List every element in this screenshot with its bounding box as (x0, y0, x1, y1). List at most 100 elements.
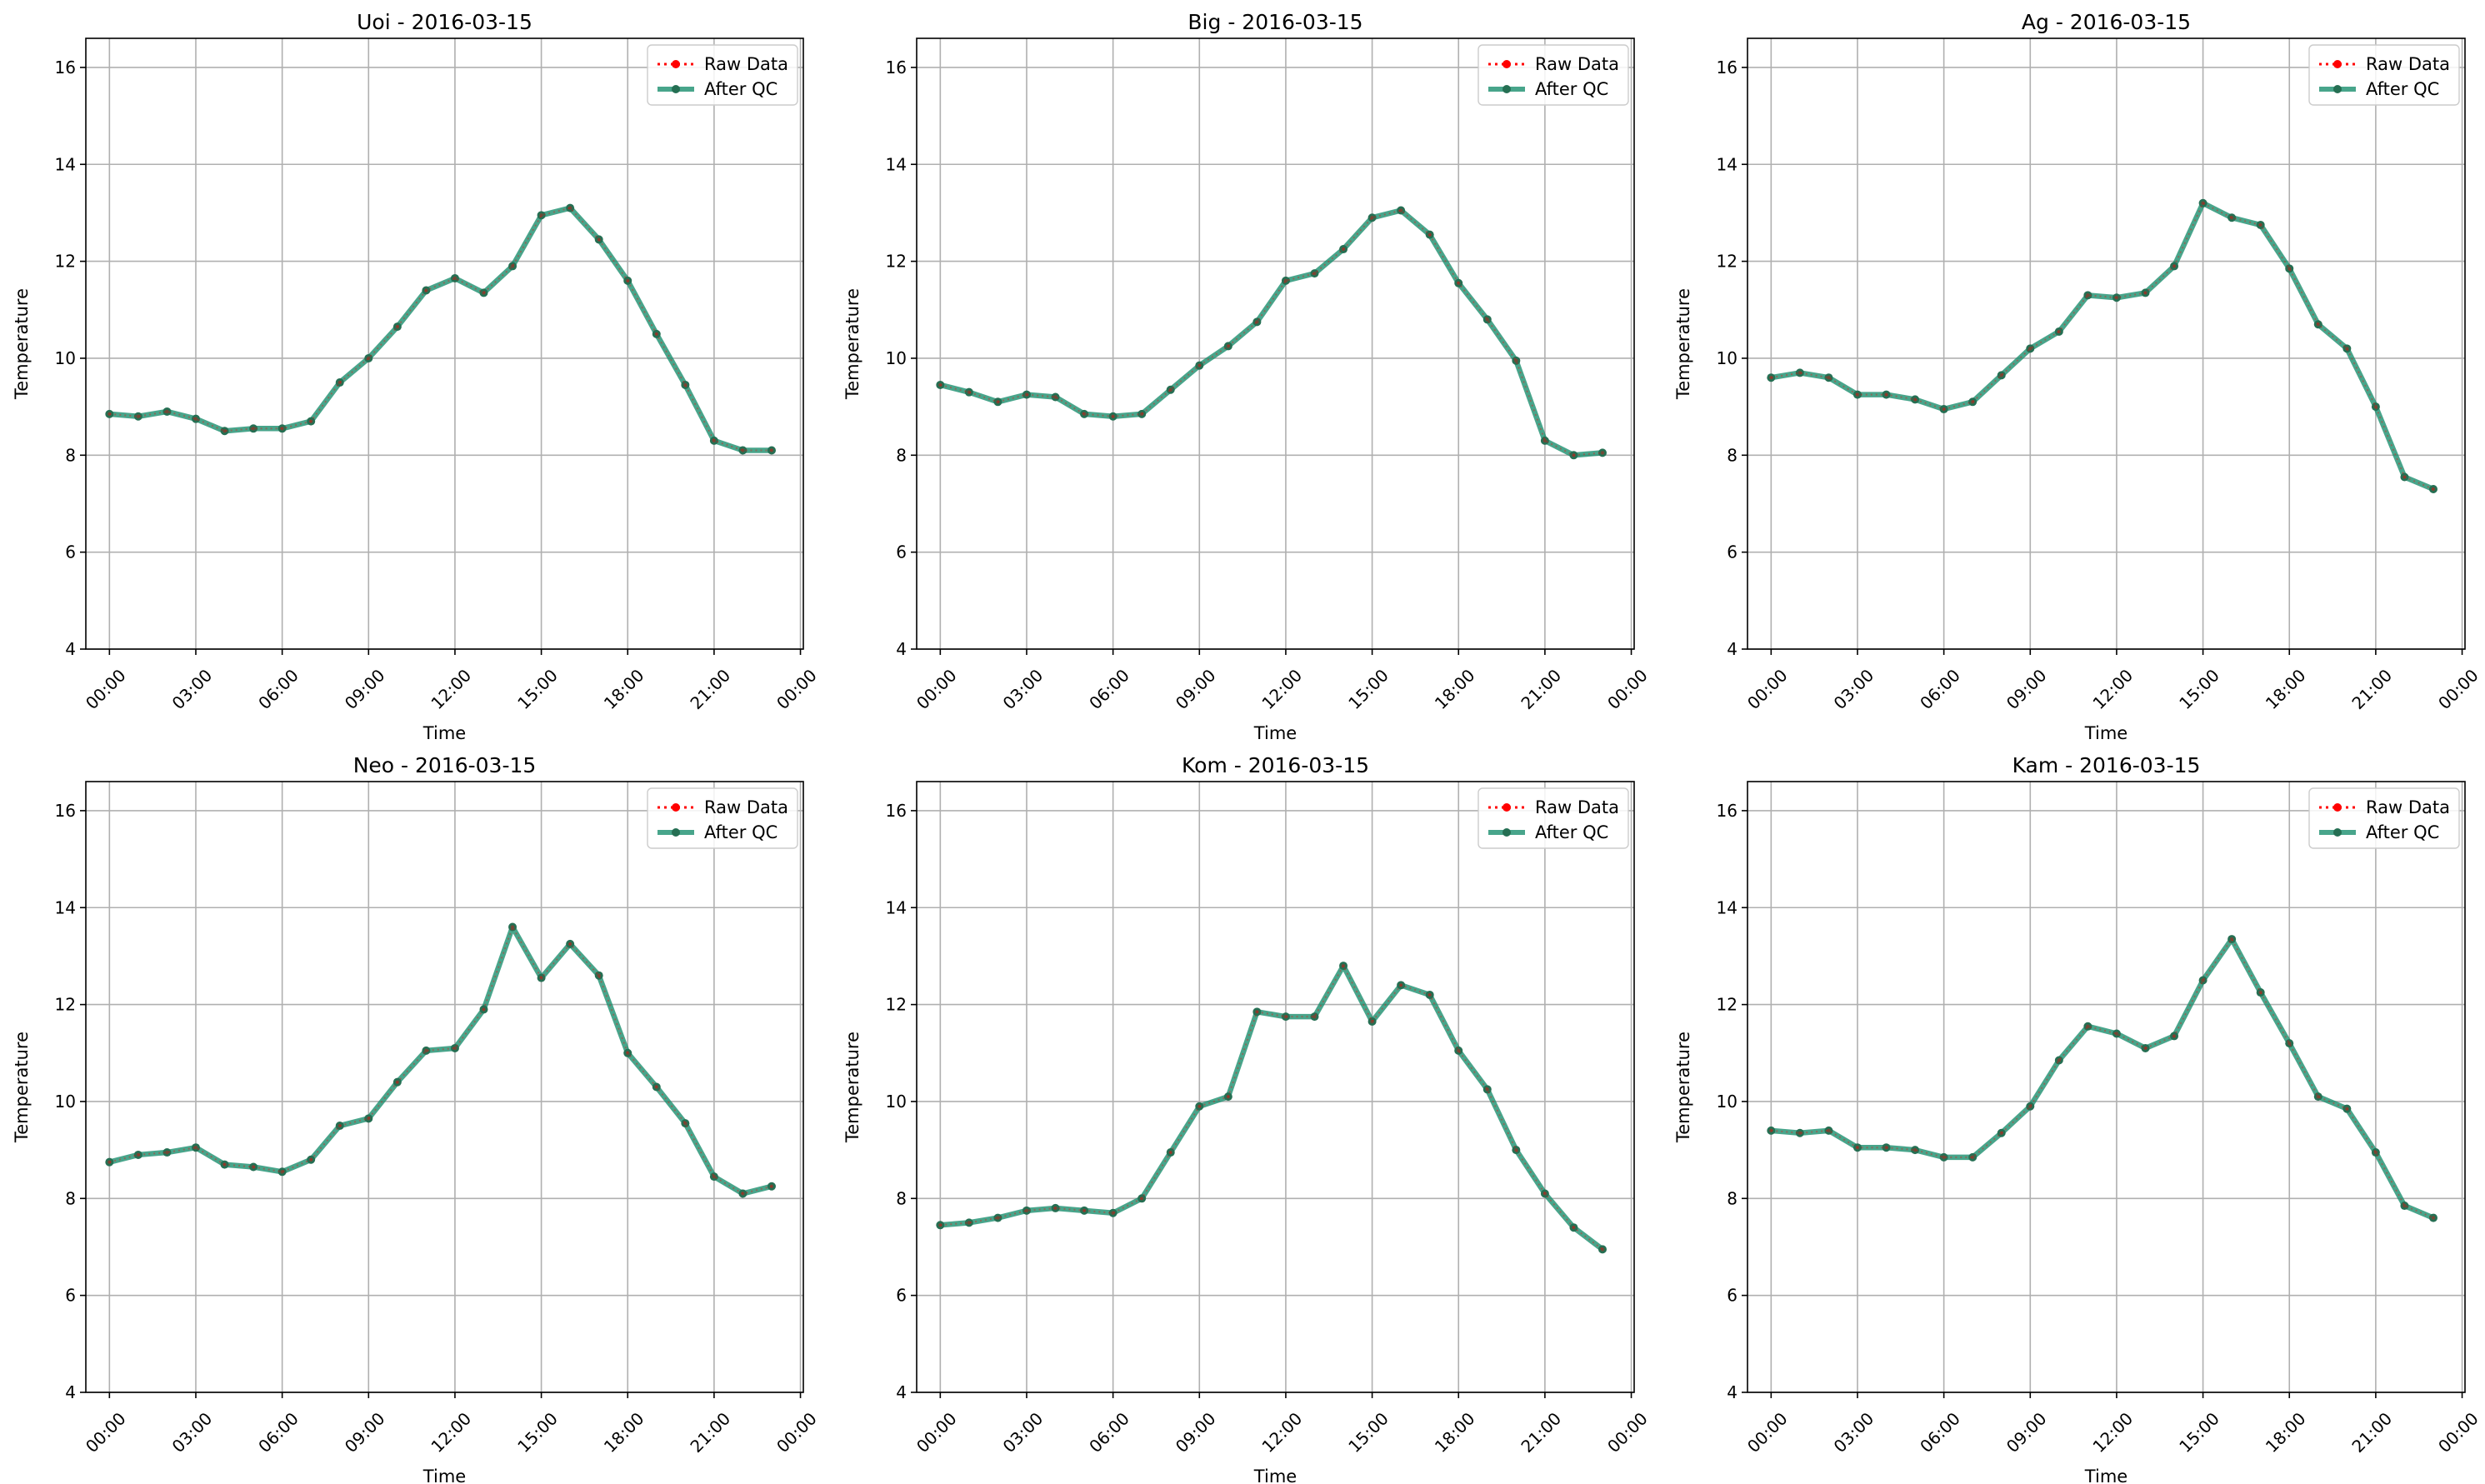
data-point-after-qc (936, 1221, 945, 1230)
data-point-raw-data (2086, 293, 2090, 297)
data-point-after-qc (1397, 981, 1406, 990)
data-point-raw-data (193, 417, 198, 421)
data-point-after-qc (2198, 198, 2208, 207)
y-tick-label: 8 (896, 445, 907, 465)
legend-marker-after-qc (672, 828, 680, 837)
data-point-raw-data (1139, 1197, 1144, 1201)
plot-frame (85, 781, 804, 1393)
y-tick-label: 12 (55, 995, 76, 1015)
data-point-after-qc (2313, 320, 2322, 329)
data-point-after-qc (2342, 344, 2352, 353)
data-point-after-qc (1454, 1046, 1463, 1055)
data-point-raw-data (1312, 271, 1317, 276)
y-tick-label: 10 (886, 348, 907, 368)
data-point-after-qc (1852, 1143, 1862, 1152)
plot-frame (916, 781, 1635, 1393)
series-line-after-qc (107, 205, 775, 453)
x-tick-label: 21:00 (2348, 1408, 2396, 1457)
data-point-raw-data (1053, 1206, 1058, 1211)
data-point-raw-data (1572, 453, 1576, 457)
legend: Raw Data After QC (2308, 787, 2460, 849)
legend: Raw Data After QC (2308, 44, 2460, 106)
data-point-raw-data (597, 237, 601, 242)
data-point-raw-data (2345, 1107, 2349, 1111)
x-tick-label: 09:00 (1172, 1408, 1220, 1457)
data-point-after-qc (1368, 1017, 1377, 1026)
data-point-after-qc (1138, 409, 1147, 418)
data-point-after-qc (1195, 361, 1204, 370)
y-tick-label: 10 (55, 1092, 76, 1112)
grid (86, 38, 803, 650)
data-point-after-qc (2400, 472, 2409, 482)
y-tick-label: 16 (55, 801, 76, 821)
data-point-after-qc (220, 1160, 229, 1169)
y-tick-label: 6 (1727, 542, 1738, 562)
data-point-after-qc (1425, 990, 1434, 999)
series-line-after-qc (938, 962, 1606, 1252)
data-point-raw-data (308, 419, 313, 423)
data-point-after-qc (1252, 1007, 1262, 1017)
series-line-raw-data (109, 207, 772, 452)
x-axis-label: Time (2084, 723, 2128, 743)
data-point-after-qc (1051, 1203, 1060, 1212)
data-point-raw-data (1428, 992, 1432, 997)
y-tick-label: 4 (65, 639, 76, 659)
plot-frame (1747, 781, 2466, 1393)
x-tick-label: 06:00 (1085, 665, 1133, 713)
data-point-raw-data (1485, 1087, 1489, 1092)
data-point-raw-data (2316, 1094, 2320, 1099)
x-tick-label: 18:00 (600, 1408, 648, 1457)
data-point-after-qc (1852, 390, 1862, 399)
data-point-after-qc (1166, 1148, 1175, 1157)
data-point-raw-data (424, 288, 428, 292)
x-tick-label: 18:00 (1431, 665, 1479, 713)
y-tick-label: 12 (1717, 252, 1738, 272)
data-point-after-qc (307, 1155, 316, 1164)
data-point-raw-data (1912, 1147, 1918, 1152)
data-point-after-qc (2026, 344, 2035, 353)
data-point-after-qc (681, 1119, 690, 1128)
data-point-after-qc (1569, 451, 1578, 460)
x-tick-label: 18:00 (1431, 1408, 1479, 1457)
chart-panel: 00:00 03:00 06:00 09:00 12:00 15:00 18:00 21:00… (1673, 753, 2482, 1484)
data-point-raw-data (1370, 1019, 1374, 1024)
data-point-after-qc (537, 211, 546, 220)
y-tick-label: 10 (1717, 348, 1738, 368)
y-tick-label: 12 (886, 995, 907, 1015)
data-point-raw-data (280, 427, 284, 431)
data-point-raw-data (967, 1221, 972, 1225)
data-point-after-qc (307, 417, 316, 426)
data-point-raw-data (251, 427, 256, 431)
data-point-raw-data (1999, 1131, 2003, 1135)
data-point-raw-data (2028, 347, 2032, 351)
legend-label-after-qc: After QC (704, 822, 778, 842)
data-point-after-qc (1223, 1092, 1232, 1102)
series-line-raw-data (109, 925, 772, 1195)
legend-marker-raw-data (672, 803, 680, 812)
data-point-raw-data (1942, 1155, 1946, 1160)
x-tick-label: 03:00 (999, 665, 1048, 713)
data-point-after-qc (1824, 1126, 1833, 1135)
x-tick-label: 12:00 (2088, 1408, 2137, 1457)
data-point-after-qc (249, 424, 258, 433)
y-axis-label: Temperature (1673, 288, 1693, 400)
data-point-raw-data (1855, 1146, 1860, 1150)
data-point-after-qc (623, 1048, 632, 1057)
data-point-after-qc (2313, 1092, 2322, 1102)
data-point-after-qc (2285, 264, 2294, 273)
data-point-raw-data (2288, 267, 2292, 271)
data-point-raw-data (1082, 1208, 1087, 1213)
data-point-raw-data (1312, 1014, 1317, 1019)
data-point-raw-data (1999, 373, 2003, 377)
data-point-raw-data (1912, 397, 1918, 402)
x-tick-label: 12:00 (1258, 1408, 1306, 1457)
y-axis-label: Temperature (842, 288, 862, 400)
data-point-after-qc (422, 1046, 431, 1055)
series-line-raw-data (940, 209, 1603, 457)
data-point-raw-data (108, 412, 112, 417)
data-point-raw-data (2172, 1034, 2177, 1038)
data-point-raw-data (1398, 208, 1403, 212)
legend-marker-after-qc (1502, 828, 1511, 837)
x-axis-label: Time (422, 723, 466, 743)
grid (1748, 38, 2465, 650)
